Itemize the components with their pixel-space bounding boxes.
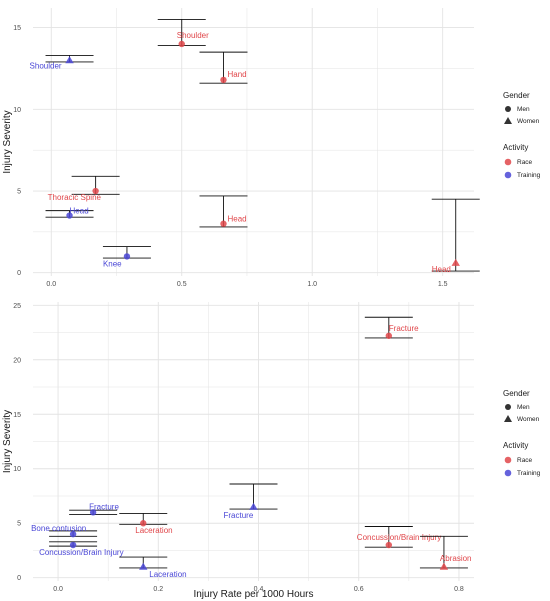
panel-bottom: 0.0 0.2 0.4 0.6 0.8 0 5 10 15 20 25 Injury Severity… <box>2 302 541 600</box>
data-point-fracture: Fracture <box>364 316 419 339</box>
legend: Gender Men Women Activity Race Training <box>503 389 541 477</box>
x-axis-title: Injury Rate per 1000 Hours <box>193 589 313 600</box>
x-tick-label: 1.0 <box>307 281 317 288</box>
marker-circle <box>220 220 227 227</box>
x-tick-label: 1.5 <box>438 281 448 288</box>
point-label: Knee <box>103 259 122 268</box>
legend: Gender Men Women Activity Race Training <box>503 91 541 179</box>
legend-activity-title: Activity <box>503 441 528 450</box>
y-tick-label: 5 <box>17 521 21 528</box>
legend-circle-icon <box>505 404 511 410</box>
data-point-head: Head <box>45 207 94 219</box>
marker-circle <box>123 253 131 260</box>
legend-color-swatch <box>504 171 512 179</box>
y-tick-label: 10 <box>13 466 21 473</box>
legend-circle-icon <box>505 106 511 112</box>
y-tick-label: 15 <box>13 412 21 419</box>
data-point-fracture: Fracture <box>69 502 119 516</box>
legend-gender-item: Women <box>517 118 540 125</box>
marker-triangle <box>249 502 258 510</box>
y-tick-label: 0 <box>17 575 21 582</box>
legend-activity-item: Training <box>517 172 541 179</box>
data-point-bone-contusion: Bone contusion <box>31 524 98 538</box>
y-tick-label: 25 <box>13 303 21 310</box>
data-point-shoulder: Shoulder <box>30 54 94 70</box>
x-tick-label: 0.0 <box>46 281 56 288</box>
point-label: Laceration <box>149 570 186 579</box>
data-point-concussion-brain-injury: Concussion/Brain Injury <box>357 526 441 549</box>
data-point-head: Head <box>199 195 248 228</box>
point-label: Head <box>70 207 89 216</box>
x-tick-label: 0.4 <box>254 586 264 593</box>
y-axis-title: Injury Severity <box>2 110 13 173</box>
x-tick-label: 0.0 <box>53 586 63 593</box>
data-point-head: Head <box>431 198 480 274</box>
marker-triangle <box>439 562 449 570</box>
legend-gender-item: Women <box>517 416 540 423</box>
point-label: Shoulder <box>30 61 62 70</box>
data-point-knee: Knee <box>102 246 151 268</box>
marker-circle <box>140 520 147 527</box>
marker-circle <box>92 187 99 195</box>
marker-triangle <box>65 56 74 64</box>
legend-triangle-icon <box>504 415 512 422</box>
marker-circle <box>89 509 97 516</box>
point-label: Head <box>432 265 451 274</box>
point-label: Abrasion <box>440 554 472 563</box>
marker-circle <box>220 76 227 84</box>
panel-top: 0.0 0.5 1.0 1.5 0 5 10 15 Injury Severity Shoulde… <box>2 8 541 288</box>
y-tick-label: 10 <box>13 107 21 114</box>
data-point-concussion-brain-injury: Concussion/Brain Injury <box>39 541 124 557</box>
marker-circle <box>69 541 77 549</box>
marker-circle <box>385 541 393 549</box>
legend-activity-item: Training <box>517 470 541 477</box>
point-label: Fracture <box>224 511 254 520</box>
legend-color-swatch <box>504 456 512 464</box>
point-label: Head <box>227 215 246 224</box>
legend-triangle-icon <box>504 117 512 124</box>
point-label: Hand <box>227 70 246 79</box>
legend-activity-item: Race <box>517 159 533 166</box>
marker-circle <box>69 530 77 538</box>
point-label: Fracture <box>389 324 419 333</box>
point-label: Concussion/Brain Injury <box>39 548 123 557</box>
legend-activity-item: Race <box>517 457 533 464</box>
y-tick-label: 20 <box>13 357 21 364</box>
x-tick-label: 0.8 <box>454 586 464 593</box>
data-point-laceration: Laceration <box>119 512 173 535</box>
y-tick-label: 0 <box>17 270 21 277</box>
data-point-thoracic-spine: Thoracic Spine <box>48 175 120 202</box>
data-point-fracture: Fracture <box>224 483 278 520</box>
legend-activity-title: Activity <box>503 143 528 152</box>
data-point-shoulder: Shoulder <box>157 18 209 48</box>
point-label: Shoulder <box>177 31 209 40</box>
marker-triangle <box>139 562 148 570</box>
marker-circle <box>66 212 73 219</box>
data-point-hand: Hand <box>199 51 248 84</box>
point-label: Bone contusion <box>31 524 86 533</box>
legend-gender-title: Gender <box>503 91 530 100</box>
marker-triangle <box>451 258 460 266</box>
x-tick-label: 0.6 <box>354 586 364 593</box>
point-label: Laceration <box>135 526 172 535</box>
legend-color-swatch <box>504 158 512 166</box>
data-point-laceration: Laceration <box>119 556 187 579</box>
point-label: Concussion/Brain Injury <box>357 533 441 542</box>
legend-gender-title: Gender <box>503 389 530 398</box>
marker-circle <box>385 332 393 339</box>
legend-color-swatch <box>504 469 512 477</box>
x-tick-label: 0.5 <box>177 281 187 288</box>
y-tick-label: 15 <box>13 25 21 32</box>
x-tick-label: 0.2 <box>153 586 163 593</box>
point-label: Thoracic Spine <box>48 193 102 202</box>
legend-gender-item: Men <box>517 106 530 113</box>
y-axis-title: Injury Severity <box>2 410 13 473</box>
marker-circle <box>178 40 185 48</box>
y-tick-label: 5 <box>17 189 21 196</box>
legend-gender-item: Men <box>517 404 530 411</box>
data-point-abrasion: Abrasion <box>419 535 472 570</box>
point-label: Fracture <box>89 502 119 511</box>
